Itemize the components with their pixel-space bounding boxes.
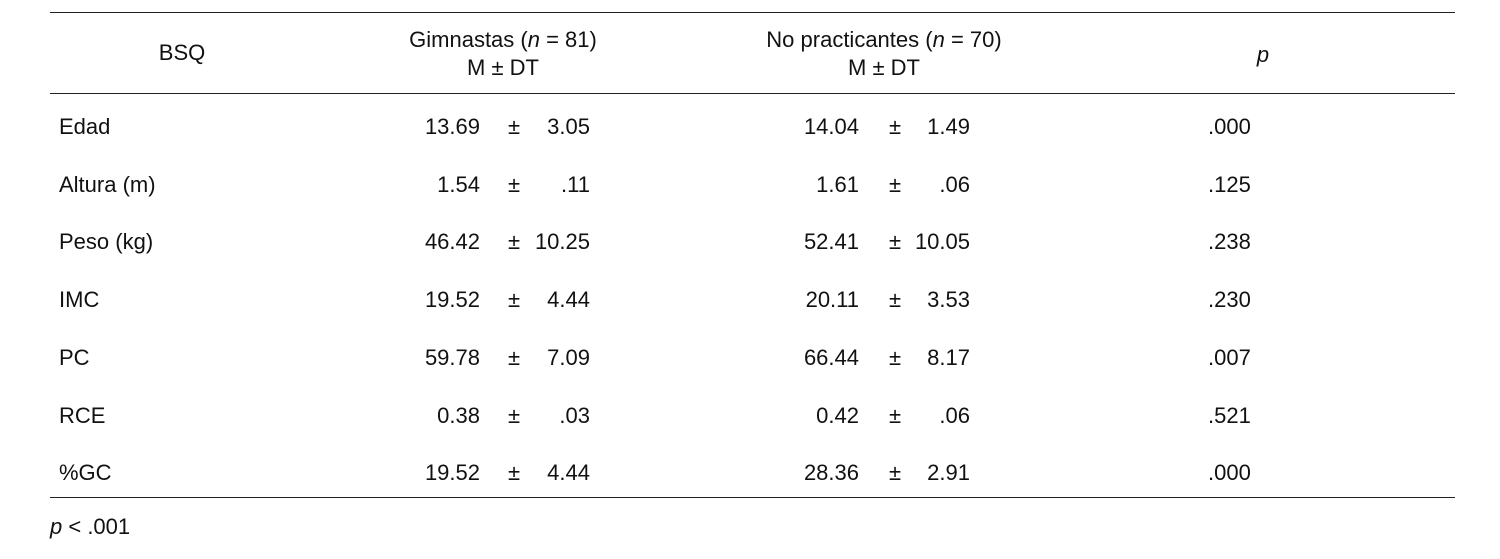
- sd-value: 10.25: [534, 229, 590, 255]
- mean-value: 19.52: [424, 460, 480, 486]
- p-value: .000: [1208, 460, 1251, 486]
- sd-value: .11: [561, 171, 590, 197]
- mean-value: 13.69: [424, 114, 480, 139]
- mean-value: 52.41: [803, 229, 859, 255]
- mean-value: 1.61: [816, 171, 859, 197]
- column-header: Gimnastas (n = 81): [409, 28, 597, 52]
- pm-sign: ±: [507, 171, 521, 197]
- mean-value: 28.36: [803, 460, 859, 486]
- sd-value: 3.53: [927, 287, 970, 313]
- p-value: .125: [1208, 171, 1251, 197]
- mean-value: 59.78: [424, 344, 480, 370]
- footnote: p < .001: [50, 515, 130, 539]
- pm-sign: ±: [888, 402, 902, 428]
- sd-value: 4.44: [547, 460, 590, 486]
- row-label: IMC: [59, 287, 100, 313]
- row-label: Peso (kg): [59, 229, 154, 255]
- header-text: No practicantes (: [766, 27, 933, 52]
- p-value: .007: [1208, 344, 1251, 370]
- sd-value: 4.44: [547, 287, 590, 313]
- header-text: = 70): [944, 27, 1002, 52]
- pm-sign: ±: [507, 344, 521, 370]
- mean-value: 19.52: [424, 287, 480, 313]
- sd-value: .06: [939, 402, 970, 428]
- mean-value: 0.38: [437, 402, 480, 428]
- footnote-italic: p: [50, 514, 63, 539]
- row-label: Edad: [59, 114, 111, 139]
- sd-value: .03: [559, 402, 590, 428]
- mean-value: 0.42: [816, 402, 859, 428]
- column-subheader: M ± DT: [848, 55, 920, 80]
- mean-value: 14.04: [803, 114, 859, 139]
- pm-sign: ±: [888, 229, 902, 255]
- sd-value: 7.09: [547, 344, 590, 370]
- pm-sign: ±: [507, 287, 521, 313]
- pm-sign: ±: [888, 344, 902, 370]
- pm-sign: ±: [507, 460, 521, 486]
- mean-value: 46.42: [424, 229, 480, 255]
- row-label: Altura (m): [59, 171, 156, 197]
- pm-sign: ±: [507, 402, 521, 428]
- pm-sign: ±: [888, 460, 902, 486]
- column-header: No practicantes (n = 70): [766, 28, 1001, 52]
- sd-value: .06: [939, 171, 970, 197]
- mean-value: 1.54: [437, 171, 480, 197]
- mean-value: 66.44: [803, 344, 859, 370]
- header-italic: n: [527, 27, 540, 52]
- sd-value: 3.05: [547, 114, 590, 139]
- sd-value: 1.49: [927, 114, 970, 139]
- mean-value: 20.11: [805, 287, 859, 313]
- pm-sign: ±: [507, 114, 521, 139]
- row-label: RCE: [59, 402, 106, 428]
- pm-sign: ±: [507, 229, 521, 255]
- sd-value: 2.91: [927, 460, 970, 486]
- pm-sign: ±: [888, 287, 902, 313]
- pm-sign: ±: [888, 171, 902, 197]
- header-italic: p: [1256, 42, 1270, 67]
- sd-value: 10.05: [914, 229, 970, 255]
- top-rule: [50, 12, 1455, 13]
- p-value: .238: [1208, 229, 1251, 255]
- column-subheader: M ± DT: [467, 55, 539, 80]
- row-label: %GC: [59, 460, 112, 486]
- p-value: .000: [1208, 114, 1251, 139]
- p-value: .521: [1208, 402, 1251, 428]
- column-header: BSQ: [158, 40, 206, 65]
- sd-value: 8.17: [927, 344, 970, 370]
- row-label: PC: [59, 344, 90, 370]
- header-text: Gimnastas (: [409, 27, 528, 52]
- pm-sign: ±: [888, 114, 902, 139]
- column-header: p: [1257, 43, 1269, 67]
- header-text: = 81): [539, 27, 597, 52]
- p-value: .230: [1208, 287, 1251, 313]
- header-rule: [50, 93, 1455, 94]
- bottom-rule: [50, 497, 1455, 498]
- header-italic: n: [932, 27, 945, 52]
- footnote-text: < .001: [62, 514, 131, 539]
